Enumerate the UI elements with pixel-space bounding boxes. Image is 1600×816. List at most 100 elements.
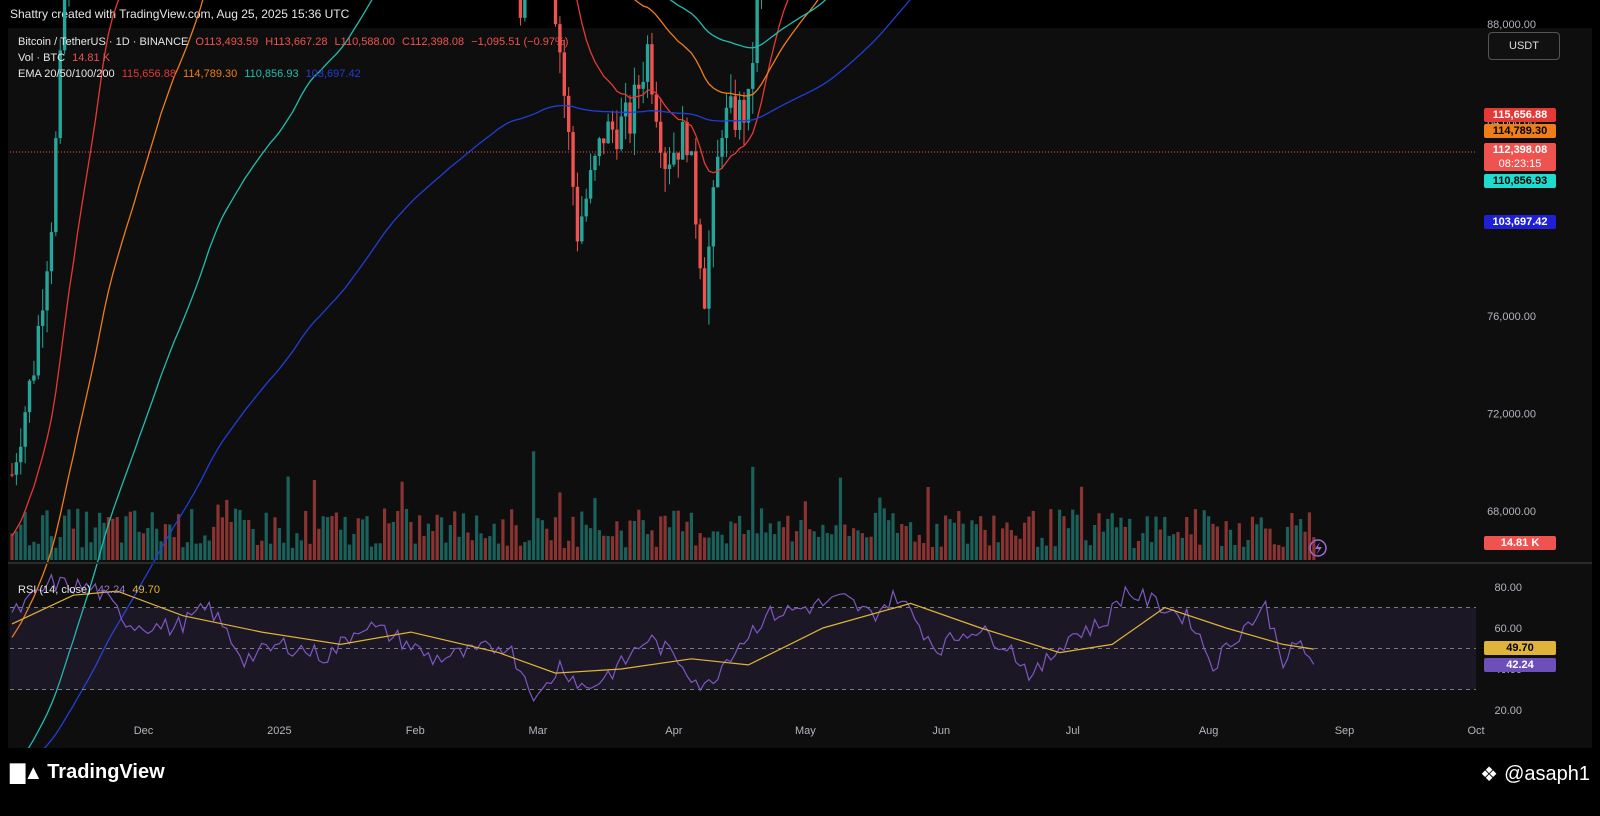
volume-bar (1215, 526, 1219, 560)
volume-bar (527, 540, 531, 560)
volume-bar (1119, 517, 1123, 560)
volume-bar (510, 509, 514, 560)
rsi-label: RSI (14, close) (18, 584, 91, 596)
tradingview-mark-icon: ▇▲ (10, 762, 43, 784)
volume-bar (1062, 516, 1066, 560)
volume-bar (479, 533, 483, 560)
volume-bar (681, 531, 685, 560)
volume-bar (1307, 512, 1312, 560)
candle-body (32, 375, 36, 381)
volume-bar (290, 547, 295, 560)
symbol-name[interactable]: Bitcoin / TetherUS · 1D · BINANCE (18, 36, 189, 48)
rsi-band-fill (10, 607, 1476, 690)
price-tick-label: 76,000.00 (1487, 311, 1536, 323)
volume-bar (702, 537, 707, 560)
candle-body (558, 24, 562, 53)
volume-bar (115, 517, 119, 560)
candle-body (580, 216, 584, 242)
volume-bar (111, 518, 115, 560)
volume-bar (124, 516, 128, 560)
candle-body (10, 474, 14, 476)
volume-bar (343, 516, 347, 560)
tradingview-logo[interactable]: ▇▲ TradingView (10, 760, 165, 785)
volume-bar (610, 536, 615, 560)
candle-body (62, 0, 67, 51)
volume-bar (365, 516, 369, 560)
ema50-value: 114,789.30 (183, 68, 238, 80)
volume-bar (444, 542, 448, 560)
volume-bar (422, 535, 426, 560)
candle-body (19, 446, 23, 463)
volume-bar (667, 527, 672, 560)
volume-bar (786, 515, 790, 560)
volume-bar (304, 510, 308, 560)
volume-bar (1285, 526, 1290, 560)
rsi-legend[interactable]: RSI (14, close) 42.24 49.70 (18, 584, 164, 596)
last-price-tag: 112,398.08 (1484, 143, 1556, 157)
volume-bar (396, 510, 400, 560)
volume-bar (1189, 534, 1193, 560)
volume-bar (216, 504, 220, 560)
volume-bar (1207, 516, 1211, 560)
candle-body (27, 380, 32, 413)
rsi-tick-label: 80.00 (1494, 582, 1522, 594)
volume-bar (794, 531, 799, 560)
rsi-layer (10, 573, 1476, 703)
lightning-icon[interactable] (1309, 539, 1327, 557)
candle-body (49, 232, 54, 272)
candle-body (742, 99, 746, 123)
volume-bar (922, 543, 926, 560)
volume-bar (952, 522, 956, 560)
volume-bar (1268, 528, 1272, 560)
volume-bar (711, 531, 715, 560)
volume-bar (751, 466, 755, 560)
volume-bar (128, 511, 132, 560)
volume-bar (724, 543, 729, 560)
candle-body (680, 121, 685, 160)
currency-button[interactable]: USDT (1488, 32, 1560, 60)
volume-bar (1053, 546, 1057, 560)
volume-bar (260, 540, 264, 560)
volume-bar (89, 542, 93, 560)
volume-bar (979, 516, 983, 560)
volume-bar (983, 529, 987, 560)
volume-bar (965, 543, 970, 560)
volume-bar (637, 509, 641, 560)
candle-body (654, 94, 659, 122)
volume-bar (553, 517, 558, 560)
volume-bar (155, 528, 159, 560)
time-tick-label: Jun (932, 725, 950, 737)
volume-bar (571, 516, 575, 560)
volume-bar (944, 515, 948, 560)
volume-bar (1224, 521, 1228, 560)
volume-bar (150, 512, 154, 560)
volume-bar (755, 533, 759, 560)
credit-text: Shattry created with TradingView.com, Au… (10, 7, 350, 21)
volume-bar (426, 523, 431, 560)
volume-bar (212, 526, 216, 560)
volume-bar (834, 525, 838, 560)
volume-bar (887, 520, 891, 560)
volume-bar (650, 530, 654, 560)
candle-body (597, 138, 602, 157)
volume-bar (567, 540, 571, 560)
volume-bar (229, 522, 233, 560)
volume-bar (233, 508, 238, 560)
volume-bar (32, 541, 36, 560)
volume-bar (1049, 509, 1053, 560)
candle-body (58, 50, 62, 139)
volume-bar (689, 512, 694, 560)
volume-bar (1075, 514, 1079, 560)
volume-bar (1281, 546, 1285, 560)
volume-bar (277, 528, 281, 560)
volume-bar (238, 510, 242, 560)
volume-bar (45, 510, 49, 560)
volume-bar (76, 508, 80, 560)
volume-bar (558, 492, 562, 560)
ema-legend[interactable]: EMA 20/50/100/200 115,656.88 114,789.30 … (18, 68, 365, 80)
candle-body (650, 44, 654, 95)
volume-bar (457, 536, 461, 560)
volume-bar (382, 508, 387, 560)
volume-legend[interactable]: Vol · BTC 14.81 K (18, 52, 114, 64)
